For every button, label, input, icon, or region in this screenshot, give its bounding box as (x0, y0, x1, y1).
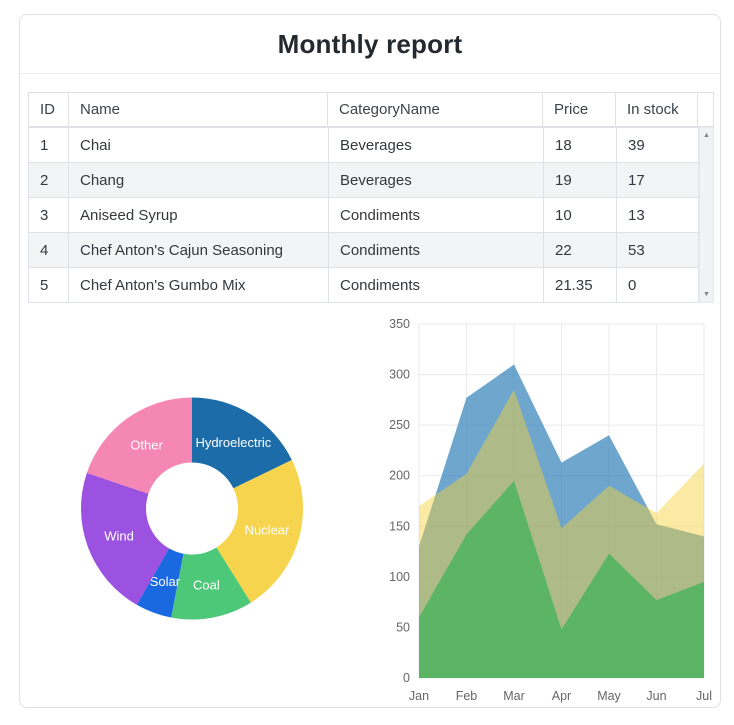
table-cell: Condiments (328, 197, 544, 233)
table-cell: Beverages (328, 162, 544, 198)
y-tick-label: 250 (389, 418, 410, 432)
table-cell: 22 (543, 232, 617, 268)
table-cell: 10 (543, 197, 617, 233)
donut-label-other: Other (130, 438, 163, 453)
table-row: 5 Chef Anton's Gumbo Mix Condiments 21.35 0 (28, 267, 699, 303)
donut-segment-nuclear[interactable] (216, 459, 303, 603)
report-card: Monthly report ID Name CategoryName Pric… (19, 14, 721, 708)
donut-label-nuclear: Nuclear (245, 523, 290, 538)
column-header-category[interactable]: CategoryName (327, 92, 543, 127)
area-series-green[interactable] (419, 480, 704, 678)
report-header: Monthly report (20, 15, 720, 74)
donut-label-wind: Wind (104, 529, 134, 544)
y-tick-label: 100 (389, 570, 410, 584)
y-tick-label: 300 (389, 368, 410, 382)
table-cell: 3 (28, 197, 69, 233)
table-row: 2 Chang Beverages 19 17 (28, 162, 699, 198)
donut-segment-wind[interactable] (81, 472, 170, 605)
x-tick-label: Jan (409, 689, 429, 703)
table-row: 1 Chai Beverages 18 39 (28, 127, 699, 163)
x-tick-label: May (597, 689, 621, 703)
donut-segment-hydroelectric[interactable] (192, 397, 292, 489)
x-tick-label: Mar (503, 689, 525, 703)
y-tick-label: 50 (396, 620, 410, 634)
x-tick-label: Jun (646, 689, 666, 703)
table-cell: Aniseed Syrup (68, 197, 329, 233)
table-cell: 53 (616, 232, 699, 268)
products-grid-header: ID Name CategoryName Price In stock (28, 92, 714, 127)
y-tick-label: 150 (389, 519, 410, 533)
table-cell: Chef Anton's Gumbo Mix (68, 267, 329, 303)
table-row: 3 Aniseed Syrup Condiments 10 13 (28, 197, 699, 233)
scroll-down-icon[interactable]: ▼ (703, 291, 710, 298)
column-header-price[interactable]: Price (542, 92, 616, 127)
table-cell: Condiments (328, 232, 544, 268)
table-cell: Condiments (328, 267, 544, 303)
grid-vertical-scrollbar[interactable]: ▲ ▼ (699, 127, 714, 303)
table-cell: 19 (543, 162, 617, 198)
page-title: Monthly report (277, 28, 463, 59)
products-grid: ID Name CategoryName Price In stock 1 Cha… (28, 92, 714, 303)
donut-segment-solar[interactable] (136, 548, 184, 618)
table-cell: 1 (28, 127, 69, 163)
x-tick-label: Apr (552, 689, 571, 703)
table-cell: Chai (68, 127, 329, 163)
table-cell: Beverages (328, 127, 544, 163)
table-cell: 2 (28, 162, 69, 198)
table-cell: Chef Anton's Cajun Seasoning (68, 232, 329, 268)
y-tick-label: 0 (403, 671, 410, 685)
x-axis-tick-labels: Jan Feb Mar Apr May Jun Jul (409, 689, 712, 703)
products-grid-body-table: 1 Chai Beverages 18 39 2 Chang Beverages 19 17 3 An… (28, 127, 699, 303)
table-cell: 0 (616, 267, 699, 303)
x-tick-label: Jul (696, 689, 712, 703)
table-cell: 39 (616, 127, 699, 163)
energy-donut-chart[interactable]: Hydroelectric Nuclear Coal Solar Wind Other (62, 388, 322, 630)
column-header-stock[interactable]: In stock (615, 92, 698, 127)
column-header-name[interactable]: Name (68, 92, 328, 127)
table-cell: 18 (543, 127, 617, 163)
x-tick-label: Feb (456, 689, 478, 703)
y-tick-label: 200 (389, 469, 410, 483)
table-row: 4 Chef Anton's Cajun Seasoning Condiments 2… (28, 232, 699, 268)
table-cell: 5 (28, 267, 69, 303)
table-cell: 13 (616, 197, 699, 233)
donut-label-coal: Coal (193, 578, 220, 593)
table-cell: 21.35 (543, 267, 617, 303)
donut-label-hydroelectric: Hydroelectric (195, 435, 271, 450)
column-header-filler (697, 92, 714, 127)
table-cell: 4 (28, 232, 69, 268)
donut-segment-other[interactable] (86, 397, 192, 494)
table-cell: 17 (616, 162, 699, 198)
y-axis-tick-labels: 0 50 100 150 200 250 300 350 (389, 317, 410, 685)
y-tick-label: 350 (389, 317, 410, 331)
table-cell: Chang (68, 162, 329, 198)
donut-segment-coal[interactable] (171, 547, 251, 620)
donut-label-solar: Solar (150, 574, 181, 589)
header-row: ID Name CategoryName Price In stock (28, 92, 714, 127)
scroll-up-icon[interactable]: ▲ (703, 132, 710, 139)
column-header-id[interactable]: ID (28, 92, 69, 127)
grid-body: 1 Chai Beverages 18 39 2 Chang Beverages 19 17 3 An… (28, 127, 714, 303)
